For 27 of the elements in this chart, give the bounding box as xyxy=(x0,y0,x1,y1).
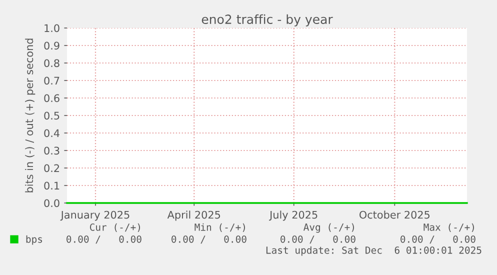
x-tick-label: April 2025 xyxy=(167,210,220,221)
text: Min (-/+) xyxy=(194,223,245,232)
chart-title: eno2 traffic - by year xyxy=(202,14,333,26)
y-tick-label: 0.5 xyxy=(44,112,60,120)
text: Avg (-/+) xyxy=(304,223,354,233)
y-tick-label: 0.9 xyxy=(44,42,60,50)
legend-label: bps xyxy=(26,235,42,245)
y-axis-title: bits in (-) / out (+) per second xyxy=(25,38,36,192)
y-tick-label: 0.8 xyxy=(44,59,60,68)
y-tick-label: 0.0 xyxy=(44,199,60,208)
x-tick-label: July 2025 xyxy=(269,210,318,221)
text: Max (-/+) xyxy=(424,223,474,232)
text: 0.00 / 0.00 xyxy=(400,235,476,244)
y-tick-label: 0.6 xyxy=(44,94,60,102)
y-tick-label: 1.0 xyxy=(44,24,60,32)
x-tick-label: January 2025 xyxy=(60,210,130,221)
x-tick-label: October 2025 xyxy=(360,210,430,219)
text: Cur (-/+) xyxy=(90,223,140,232)
text: 0.00 / 0.00 xyxy=(280,235,356,244)
y-tick-label: 0.4 xyxy=(44,129,60,138)
text: 0.00 / 0.00 xyxy=(66,235,142,244)
y-tick-label: 0.1 xyxy=(44,182,60,190)
y-tick-label: 0.7 xyxy=(44,76,60,85)
text: 0.00 / 0.00 xyxy=(172,235,246,244)
text: Last update: Sat Dec 6 01:00:01 2025 xyxy=(266,246,482,256)
y-tick-label: 0.3 xyxy=(44,146,60,155)
y-tick-label: 0.2 xyxy=(44,164,60,172)
